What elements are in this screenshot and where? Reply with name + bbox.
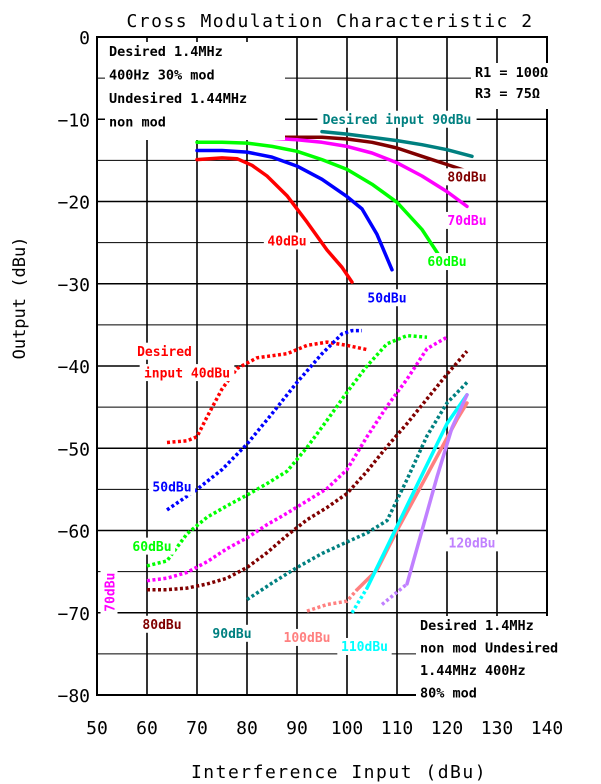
y-tick-label: 0 [79,28,90,49]
chart-title: Cross Modulation Characteristic 2 [126,11,533,32]
x-tick-label: 70 [186,718,208,739]
x-tick-label: 100 [331,718,364,739]
y-tick-label: −70 [57,604,90,625]
curve-label: 50dBu [364,289,410,306]
curve-label-text: Desired [137,345,192,360]
curve-label-text: 50dBu [367,291,406,306]
curve-label: 90dBu [209,625,255,642]
series-line-80dbu [147,351,467,590]
curve-label-rotated: 70dBu [101,570,119,614]
curve-label: 40dBu [264,232,310,249]
note-bottom-right-line: non mod Undesired [420,641,558,657]
curve-label-text: 60dBu [427,255,466,270]
note-bottom-right-line: Desired 1.4MHz [420,618,534,634]
curve-label: input 40dBu [140,364,235,381]
note-top-right-line: R1 = 100Ω [475,65,548,81]
x-tick-label: 60 [136,718,158,739]
curve-label-text: 110dBu [341,640,388,655]
curve-label-text: 60dBu [132,540,171,555]
curve-label: 70dBu [444,212,490,229]
series-line-110dbu [352,588,367,613]
series-line-50dbu [197,151,392,270]
x-tick-label: 140 [531,718,564,739]
curve-label: 120dBu [445,534,499,551]
curve-label: 100dBu [280,629,334,646]
x-tick-label: 80 [236,718,258,739]
y-tick-label: −10 [57,110,90,131]
series-line-100dbu [307,590,357,611]
note-bottom-right: Desired 1.4MHz non mod Undesired 1.44MHz 4… [416,616,594,710]
curve-label-text: 80dBu [142,618,181,633]
curve-label-text: 90dBu [212,627,251,642]
y-tick-label: −50 [57,439,90,460]
x-tick-label: 50 [86,718,108,739]
curve-label: Desired [133,343,195,360]
y-tick-label: −80 [57,686,90,707]
curve-label-text: Desired input 90dBu [323,113,472,128]
y-axis-label: Output (dBu) [10,237,30,360]
curve-labels-layer: Desired input 90dBu 80dBu 70dBu 60dBu 50dBu 4… [101,111,500,655]
y-tick-label: −20 [57,193,90,214]
x-tick-label: 130 [481,718,514,739]
y-tick-label: −60 [57,522,90,543]
x-axis-label: Interference Input (dBu) [191,762,487,783]
note-top-right-line: R3 = 75Ω [475,86,540,102]
x-tick-label: 120 [431,718,464,739]
x-tick-label: 110 [381,718,414,739]
series-line-120dbu [382,584,407,605]
curve-label-text: 50dBu [152,481,191,496]
curve-label-text: 100dBu [284,631,331,646]
curve-label: Desired input 90dBu [317,111,476,128]
curve-label-text: 70dBu [447,214,486,229]
y-tick-label: −40 [57,357,90,378]
curve-label: 80dBu [139,616,185,633]
y-tick-label: −30 [57,275,90,296]
curve-label-text: 40dBu [267,235,306,250]
curve-label: 80dBu [444,168,490,185]
curve-label-rotated-text: 70dBu [104,573,119,612]
note-top-left: Desired 1.4MHz 400Hz 30% mod Undesired 1.4… [105,42,285,140]
curve-label: 60dBu [424,253,470,270]
curve-label: 110dBu [337,638,391,655]
curve-label-text: input 40dBu [144,366,230,381]
curve-label-text: 80dBu [447,171,486,186]
curve-label-text: 120dBu [449,537,496,552]
curve-label: 60dBu [129,538,175,555]
curve-label: 50dBu [149,478,195,495]
note-bottom-right-line: 1.44MHz 400Hz [420,663,526,679]
note-top-left-line: non mod [109,115,166,131]
note-top-left-line: Undesired 1.44MHz [109,91,247,107]
note-bottom-right-line: 80% mod [420,686,477,702]
series-line-40dbu [197,158,352,282]
note-top-left-line: Desired 1.4MHz [109,44,223,60]
note-top-left-line: 400Hz 30% mod [109,68,215,84]
x-tick-label: 90 [286,718,308,739]
note-top-right: R1 = 100Ω R3 = 75Ω [471,63,571,109]
